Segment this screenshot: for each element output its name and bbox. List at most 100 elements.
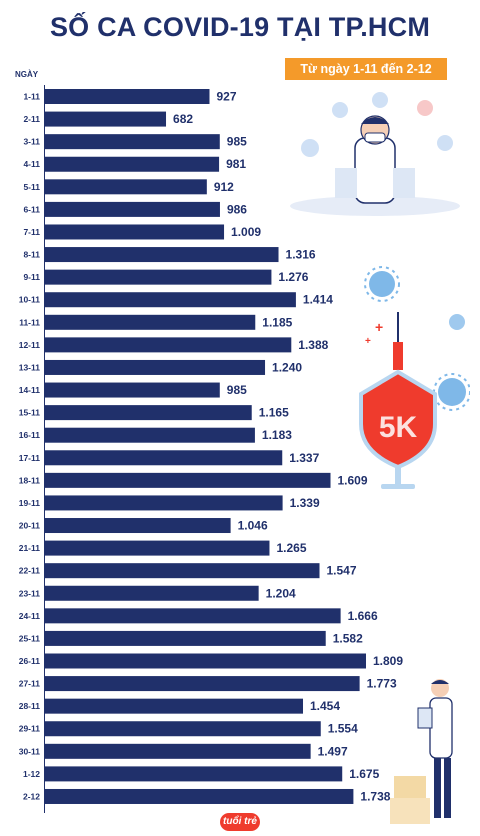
bar-7-11 [45,224,225,240]
value-label-15-11: 1.165 [259,406,289,420]
bar-1-12 [45,766,343,782]
tick-label-18-11: 18-11 [19,475,41,485]
tick-label-15-11: 15-11 [19,408,41,418]
bar-17-11 [45,450,283,466]
y-axis-label: NGÀY [15,70,39,79]
value-label-26-11: 1.809 [373,654,403,668]
value-label-19-11: 1.339 [290,496,320,510]
svg-text:+: + [375,319,383,335]
tick-label-23-11: 23-11 [19,588,41,598]
value-label-12-11: 1.388 [298,338,328,352]
tuoi-tre-logo: tuổi trẻ [220,813,260,831]
value-label-2-11: 682 [173,112,193,126]
bar-12-11 [45,337,292,353]
y-axis-line [44,85,45,813]
tick-label-8-11: 8-11 [23,250,40,260]
value-label-29-11: 1.554 [328,722,358,736]
value-label-1-11: 927 [216,90,236,104]
tick-label-11-11: 11-11 [19,317,40,327]
bar-15-11 [45,405,252,421]
tick-label-1-11: 1-11 [23,92,40,102]
tick-label-1-12: 1-12 [23,769,40,779]
bar-14-11 [45,382,220,398]
bar-24-11 [45,608,341,624]
value-label-3-11: 985 [227,135,247,149]
tick-label-21-11: 21-11 [19,543,41,553]
bar-22-11 [45,563,320,579]
tick-label-4-11: 4-11 [23,159,40,169]
bar-11-11 [45,314,256,330]
value-label-5-11: 912 [214,180,234,194]
bar-2-12 [45,788,354,804]
bar-18-11 [45,472,331,488]
value-label-11-11: 1.185 [262,315,292,329]
svg-text:5K: 5K [379,411,418,444]
tick-label-3-11: 3-11 [23,137,40,147]
virus-icon [364,266,400,302]
tick-label-24-11: 24-11 [19,611,41,621]
tick-label-26-11: 26-11 [19,656,41,666]
tick-label-29-11: 29-11 [19,724,41,734]
bar-27-11 [45,676,360,692]
tick-label-22-11: 22-11 [19,566,41,576]
value-label-30-11: 1.497 [318,744,348,758]
bar-30-11 [45,743,311,759]
tick-label-2-12: 2-12 [23,791,40,801]
value-label-6-11: 986 [227,202,247,216]
chart-subtitle: Từ ngày 1-11 đến 2-12 [285,58,447,80]
tick-label-25-11: 25-11 [19,633,41,643]
vaccine-5k-shield-illustration: + + 5K [359,266,470,489]
tick-label-16-11: 16-11 [19,430,41,440]
value-label-22-11: 1.547 [327,564,357,578]
bar-4-11 [45,156,220,172]
bar-5-11 [45,179,207,195]
value-label-2-12: 1.738 [360,789,390,803]
doctor-illustration [290,92,460,216]
tick-label-28-11: 28-11 [19,701,41,711]
tick-label-19-11: 19-11 [19,498,41,508]
value-label-10-11: 1.414 [303,293,333,307]
tick-label-12-11: 12-11 [19,340,41,350]
value-label-28-11: 1.454 [310,699,340,713]
bar-6-11 [45,201,220,217]
bar-2-11 [45,111,167,127]
tick-label-2-11: 2-11 [23,114,40,124]
value-label-9-11: 1.276 [278,270,308,284]
bar-9-11 [45,269,272,285]
value-label-8-11: 1.316 [286,248,316,262]
value-label-13-11: 1.240 [272,360,302,374]
bar-10-11 [45,292,296,308]
value-label-27-11: 1.773 [367,677,397,691]
value-label-7-11: 1.009 [231,225,261,239]
bar-26-11 [45,653,366,669]
bar-16-11 [45,427,255,443]
bar-21-11 [45,540,270,556]
tick-label-20-11: 20-11 [19,521,41,531]
bar-1-11 [45,89,210,104]
tick-label-27-11: 27-11 [19,679,41,689]
svg-text:+: + [365,336,371,347]
bar-8-11 [45,247,279,263]
value-label-24-11: 1.666 [348,609,378,623]
bar-25-11 [45,630,326,646]
value-label-23-11: 1.204 [266,586,296,600]
tick-label-5-11: 5-11 [23,182,40,192]
tick-label-14-11: 14-11 [19,385,41,395]
tick-label-9-11: 9-11 [23,272,40,282]
value-label-17-11: 1.337 [289,451,319,465]
tick-label-17-11: 17-11 [19,453,41,463]
value-label-1-12: 1.675 [349,767,379,781]
tick-label-10-11: 10-11 [19,295,41,305]
value-label-20-11: 1.046 [238,519,268,533]
doctor-with-clipboard-illustration [390,679,453,824]
bar-20-11 [45,518,231,534]
value-label-25-11: 1.582 [333,631,363,645]
value-label-14-11: 985 [227,383,247,397]
value-label-21-11: 1.265 [276,541,306,555]
bar-23-11 [45,585,259,601]
value-label-18-11: 1.609 [338,473,368,487]
chart-title: SỐ CA COVID-19 TẠI TP.HCM [49,12,431,42]
bar-3-11 [45,134,220,150]
bar-28-11 [45,698,304,714]
